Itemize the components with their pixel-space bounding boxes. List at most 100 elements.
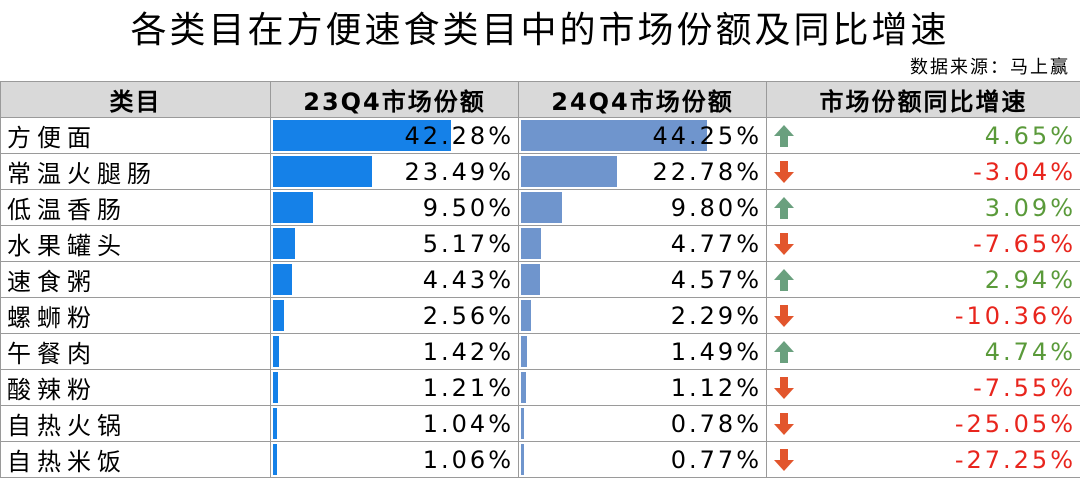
share-23q4-value: 5.17%: [422, 229, 514, 258]
yoy-growth-cell: -25.05%: [766, 405, 1080, 442]
share-24q4-value: 2.29%: [670, 301, 762, 330]
table-row: 低温香肠 9.50% 9.80% 3.09%: [0, 189, 1080, 226]
category-cell: 方便面: [0, 117, 271, 154]
yoy-growth-cell: -3.04%: [766, 153, 1080, 190]
arrow-up-icon: [774, 269, 794, 291]
category-cell: 酸辣粉: [0, 369, 271, 406]
share-23q4-value: 2.56%: [422, 301, 514, 330]
share-24q4-cell: 22.78%: [518, 153, 767, 190]
category-cell: 午餐肉: [0, 333, 271, 370]
yoy-growth-cell: 4.65%: [766, 117, 1080, 154]
share-24q4-value: 4.77%: [670, 229, 762, 258]
share-24q4-cell: 1.12%: [518, 369, 767, 406]
arrow-down-icon: [774, 305, 794, 327]
table-body: 方便面 42.28% 44.25% 4.65% 常温火腿肠 23.49% 22.78% -3.…: [0, 117, 1080, 478]
arrow-down-icon: [774, 449, 794, 471]
share-24q4-bar: [521, 120, 707, 151]
table-row: 速食粥 4.43% 4.57% 2.94%: [0, 261, 1080, 298]
category-cell: 常温火腿肠: [0, 153, 271, 190]
share-24q4-cell: 1.49%: [518, 333, 767, 370]
share-24q4-bar: [521, 336, 528, 367]
category-cell: 水果罐头: [0, 225, 271, 262]
share-23q4-bar: [273, 444, 278, 475]
share-23q4-cell: 2.56%: [270, 297, 519, 334]
share-24q4-value: 0.78%: [670, 409, 762, 438]
share-23q4-cell: 1.04%: [270, 405, 519, 442]
share-24q4-bar: [521, 156, 617, 187]
share-24q4-bar: [521, 372, 526, 403]
table-row: 常温火腿肠 23.49% 22.78% -3.04%: [0, 153, 1080, 190]
category-cell: 自热火锅: [0, 405, 271, 442]
header-share-24q4: 24Q4市场份额: [518, 81, 767, 118]
header-share-23q4: 23Q4市场份额: [270, 81, 519, 118]
yoy-growth-value: -27.25%: [954, 445, 1076, 474]
share-23q4-value: 23.49%: [404, 157, 514, 186]
market-share-table: 类目 23Q4市场份额 24Q4市场份额 市场份额同比增速 方便面 42.28% 4…: [0, 81, 1080, 478]
share-23q4-bar: [273, 156, 372, 187]
yoy-growth-value: -7.65%: [973, 229, 1076, 258]
share-23q4-bar: [273, 300, 284, 331]
yoy-growth-cell: -27.25%: [766, 441, 1080, 478]
share-24q4-bar: [521, 444, 525, 475]
share-24q4-bar: [521, 192, 563, 223]
share-23q4-value: 1.04%: [422, 409, 514, 438]
yoy-growth-value: 3.09%: [984, 193, 1076, 222]
share-23q4-value: 4.43%: [422, 265, 514, 294]
yoy-growth-value: -7.55%: [973, 373, 1076, 402]
yoy-growth-cell: 4.74%: [766, 333, 1080, 370]
yoy-growth-value: -25.05%: [954, 409, 1076, 438]
table-row: 水果罐头 5.17% 4.77% -7.65%: [0, 225, 1080, 262]
chart-title: 各类目在方便速食类目中的市场份额及同比增速: [130, 10, 950, 51]
table-row: 螺蛳粉 2.56% 2.29% -10.36%: [0, 297, 1080, 334]
yoy-growth-cell: -10.36%: [766, 297, 1080, 334]
share-24q4-cell: 4.57%: [518, 261, 767, 298]
share-24q4-cell: 9.80%: [518, 189, 767, 226]
share-24q4-cell: 44.25%: [518, 117, 767, 154]
share-24q4-value: 44.25%: [652, 121, 762, 150]
arrow-up-icon: [774, 341, 794, 363]
share-24q4-cell: 4.77%: [518, 225, 767, 262]
yoy-growth-cell: 2.94%: [766, 261, 1080, 298]
category-cell: 速食粥: [0, 261, 271, 298]
share-24q4-value: 1.12%: [670, 373, 762, 402]
arrow-down-icon: [774, 233, 794, 255]
share-23q4-cell: 1.42%: [270, 333, 519, 370]
share-23q4-value: 42.28%: [404, 121, 514, 150]
share-23q4-bar: [273, 120, 451, 151]
share-24q4-value: 22.78%: [652, 157, 762, 186]
category-cell: 低温香肠: [0, 189, 271, 226]
category-cell: 自热米饭: [0, 441, 271, 478]
share-24q4-bar: [521, 300, 531, 331]
yoy-growth-cell: -7.55%: [766, 369, 1080, 406]
share-23q4-cell: 9.50%: [270, 189, 519, 226]
share-24q4-bar: [521, 228, 542, 259]
share-23q4-bar: [273, 336, 279, 367]
share-23q4-value: 1.42%: [422, 337, 514, 366]
share-23q4-bar: [273, 408, 278, 439]
share-23q4-cell: 1.06%: [270, 441, 519, 478]
share-24q4-value: 0.77%: [670, 445, 762, 474]
yoy-growth-cell: 3.09%: [766, 189, 1080, 226]
table-row: 方便面 42.28% 44.25% 4.65%: [0, 117, 1080, 154]
share-23q4-cell: 5.17%: [270, 225, 519, 262]
share-23q4-bar: [273, 372, 279, 403]
share-24q4-value: 9.80%: [670, 193, 762, 222]
share-24q4-value: 1.49%: [670, 337, 762, 366]
arrow-down-icon: [774, 161, 794, 183]
share-23q4-cell: 23.49%: [270, 153, 519, 190]
yoy-growth-value: 4.74%: [984, 337, 1076, 366]
yoy-growth-value: 2.94%: [984, 265, 1076, 294]
share-23q4-bar: [273, 264, 292, 295]
yoy-growth-value: 4.65%: [984, 121, 1076, 150]
share-23q4-cell: 42.28%: [270, 117, 519, 154]
arrow-up-icon: [774, 125, 794, 147]
header-yoy-growth: 市场份额同比增速: [766, 81, 1080, 118]
table-header-row: 类目 23Q4市场份额 24Q4市场份额 市场份额同比增速: [0, 81, 1080, 118]
table-row: 午餐肉 1.42% 1.49% 4.74%: [0, 333, 1080, 370]
header-category: 类目: [0, 81, 271, 118]
share-24q4-cell: 0.78%: [518, 405, 767, 442]
share-23q4-bar: [273, 228, 295, 259]
category-cell: 螺蛳粉: [0, 297, 271, 334]
share-24q4-bar: [521, 408, 525, 439]
